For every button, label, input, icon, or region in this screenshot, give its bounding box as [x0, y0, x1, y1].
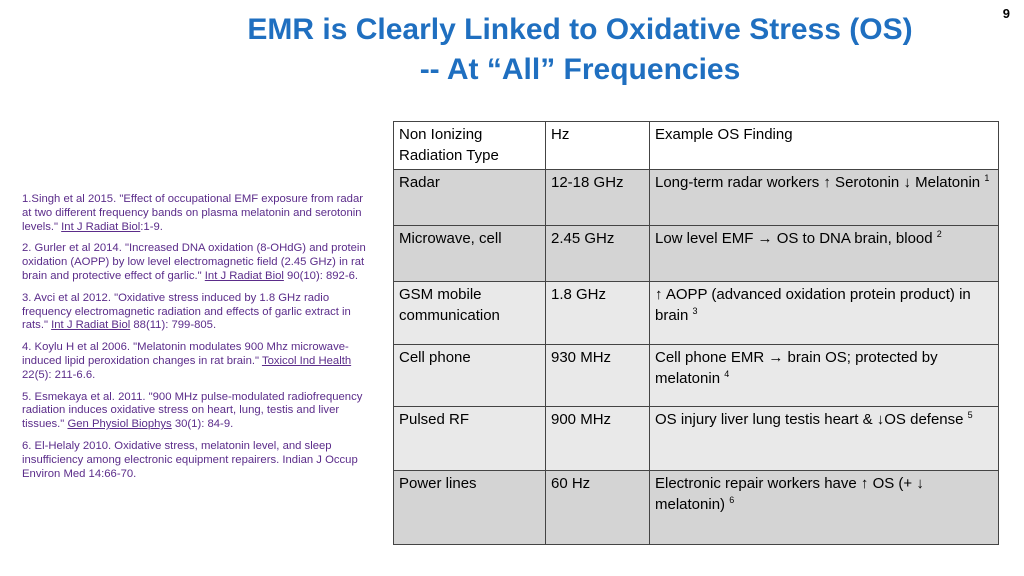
reference-item: 2. Gurler et al 2014. "Increased DNA oxi…	[22, 242, 374, 283]
reference-item: 1.Singh et al 2015. "Effect of occupatio…	[22, 193, 374, 234]
finding-text: ↑ AOPP (advanced oxidation protein produ…	[655, 286, 971, 324]
title-line-1: EMR is Clearly Linked to Oxidative Stres…	[247, 13, 913, 46]
footnote-ref: 3	[692, 306, 698, 316]
header-finding: Example OS Finding	[649, 121, 999, 170]
page-number: 9	[1002, 6, 1010, 21]
cell-radiation-type: Microwave, cell	[393, 225, 546, 282]
table-row: Microwave, cell 2.45 GHz Low level EMF →…	[393, 225, 999, 282]
finding-text: Cell phone EMR → brain OS; protected by …	[655, 349, 938, 387]
cell-hz: 1.8 GHz	[545, 281, 650, 345]
reference-item: 6. El-Helaly 2010. Oxidative stress, mel…	[22, 440, 374, 481]
journal-link[interactable]: Int J Radiat Biol	[51, 319, 131, 332]
os-findings-table: Non Ionizing Radiation Type Hz Example O…	[393, 121, 999, 545]
finding-text: Low level EMF → OS to DNA brain, blood	[655, 230, 933, 247]
cell-hz: 2.45 GHz	[545, 225, 650, 282]
table-row: Pulsed RF 900 MHz OS injury liver lung t…	[393, 406, 999, 471]
reference-tail: 30(1): 84-9.	[171, 418, 234, 431]
footnote-ref: 1	[984, 173, 990, 183]
cell-radiation-type: Pulsed RF	[393, 406, 546, 471]
journal-link[interactable]: Gen Physiol Biophys	[67, 418, 172, 431]
table-row: Power lines 60 Hz Electronic repair work…	[393, 470, 999, 545]
journal-link[interactable]: Toxicol Ind Health	[261, 354, 352, 367]
journal-link[interactable]: Int J Radiat Biol	[204, 269, 284, 282]
reference-tail: 88(11): 799-805.	[130, 319, 217, 332]
reference-item: 3. Avci et al 2012. "Oxidative stress in…	[22, 292, 374, 333]
table-row: Cell phone 930 MHz Cell phone EMR → brai…	[393, 344, 999, 407]
cell-finding: Cell phone EMR → brain OS; protected by …	[649, 344, 999, 407]
reference-item: 5. Esmekaya et al. 2011. "900 MHz pulse-…	[22, 391, 374, 432]
references-list: 1.Singh et al 2015. "Effect of occupatio…	[22, 193, 374, 489]
cell-radiation-type: Power lines	[393, 470, 546, 545]
reference-item: 4. Koylu H et al 2006. "Melatonin modula…	[22, 341, 374, 382]
table-header-row: Non Ionizing Radiation Type Hz Example O…	[393, 121, 999, 170]
reference-text: 2. Gurler et al 2014. "Increased DNA oxi…	[22, 242, 366, 282]
cell-hz: 60 Hz	[545, 470, 650, 545]
header-radiation-type: Non Ionizing Radiation Type	[393, 121, 546, 170]
finding-text: OS injury liver lung testis heart & ↓OS …	[655, 411, 964, 428]
footnote-ref: 2	[936, 229, 942, 239]
footnote-ref: 6	[729, 495, 735, 505]
title-line-2: -- At “All” Frequencies	[419, 53, 741, 86]
reference-tail: 22(5): 211-6.6.	[22, 368, 96, 381]
reference-text: 5. Esmekaya et al. 2011. "900 MHz pulse-…	[22, 390, 363, 431]
journal-link[interactable]: Int J Radiat Biol	[61, 220, 141, 233]
cell-finding: Low level EMF → OS to DNA brain, blood 2	[649, 225, 999, 282]
reference-tail: 90(10): 892-6.	[283, 269, 359, 282]
finding-text: Electronic repair workers have ↑ OS (+ ↓…	[655, 475, 924, 513]
table-row: GSM mobile communication 1.8 GHz ↑ AOPP …	[393, 281, 999, 345]
slide-title: EMR is Clearly Linked to Oxidative Stres…	[150, 10, 1010, 90]
cell-finding: ↑ AOPP (advanced oxidation protein produ…	[649, 281, 999, 345]
cell-hz: 900 MHz	[545, 406, 650, 471]
reference-text: 6. El-Helaly 2010. Oxidative stress, mel…	[22, 439, 358, 480]
finding-text: Long-term radar workers ↑ Serotonin ↓ Me…	[655, 174, 981, 191]
cell-radiation-type: GSM mobile communication	[393, 281, 546, 345]
reference-text: 4. Koylu H et al 2006. "Melatonin modula…	[22, 341, 349, 367]
header-hz: Hz	[545, 121, 650, 170]
reference-text: 1.Singh et al 2015. "Effect of occupatio…	[22, 193, 364, 233]
footnote-ref: 5	[967, 410, 973, 420]
cell-finding: OS injury liver lung testis heart & ↓OS …	[649, 406, 999, 471]
cell-radiation-type: Radar	[393, 169, 546, 226]
cell-finding: Long-term radar workers ↑ Serotonin ↓ Me…	[649, 169, 999, 226]
cell-radiation-type: Cell phone	[393, 344, 546, 407]
cell-hz: 12-18 GHz	[545, 169, 650, 226]
reference-tail: :1-9.	[140, 220, 163, 233]
table-row: Radar 12-18 GHz Long-term radar workers …	[393, 169, 999, 226]
cell-finding: Electronic repair workers have ↑ OS (+ ↓…	[649, 470, 999, 545]
footnote-ref: 4	[724, 369, 730, 379]
cell-hz: 930 MHz	[545, 344, 650, 407]
reference-text: 3. Avci et al 2012. "Oxidative stress in…	[22, 291, 351, 332]
